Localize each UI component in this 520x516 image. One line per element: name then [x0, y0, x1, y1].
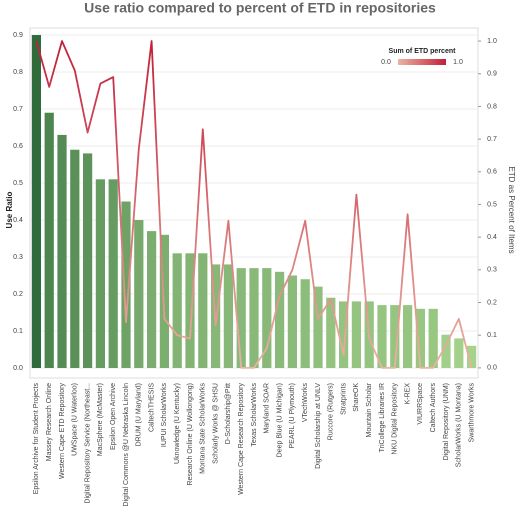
plot-frame — [29, 27, 479, 379]
x-tick-label: Digital Repository (UNM) — [443, 383, 450, 460]
bar — [274, 271, 285, 369]
y-axis-title: Use Ratio — [5, 191, 14, 228]
bar — [415, 308, 426, 369]
x-tick-label: Texas ScholarWorks — [251, 383, 258, 447]
x-tick-label: Ruccore (Rutgers) — [328, 383, 335, 440]
x-tick-label: Western Cape Research Repository — [238, 383, 245, 495]
chart-title: Use ratio compared to percent of ETD in … — [84, 0, 436, 16]
x-tick-label: ShareOK — [353, 383, 360, 412]
bar — [223, 264, 234, 369]
y2-tick-label: 0.2 — [487, 299, 497, 306]
y2-tick-label: 0.9 — [487, 71, 497, 78]
y-tick-label: 0.8 — [13, 69, 23, 76]
bar — [95, 179, 106, 369]
bar — [172, 253, 182, 369]
y2-tick-label: 0.5 — [487, 201, 497, 208]
y2-axis-title: ETD as Percent of Items — [507, 166, 516, 253]
y-tick-label: 0.9 — [13, 32, 23, 39]
bar — [70, 149, 80, 369]
bar — [249, 268, 259, 369]
x-tick-label: VTechWorks — [302, 383, 309, 423]
bar — [313, 286, 323, 369]
y-tick-label: 0.0 — [13, 365, 23, 372]
bar — [185, 253, 195, 369]
bar — [287, 275, 298, 369]
x-tick-label: K-REX — [404, 383, 411, 405]
x-tick-label: TriCollege Libraries IR — [379, 383, 386, 452]
x-tick-label: IUPUI ScholarWorks — [161, 383, 168, 448]
bar — [428, 308, 438, 369]
bar — [44, 112, 54, 369]
y2-tick-label: 0.8 — [487, 103, 497, 110]
bar — [82, 153, 93, 369]
legend-gradient — [398, 59, 446, 65]
y-tick-label: 0.7 — [13, 106, 23, 113]
x-tick-label: VIURRSpace — [417, 383, 424, 425]
x-tick-label: UWSpace (U Waterloo) — [72, 383, 79, 456]
bar — [338, 301, 349, 369]
x-tick-label: Scholarly Works @ SHSU — [212, 383, 219, 464]
bar — [402, 305, 413, 369]
bar — [146, 231, 157, 369]
x-tick-label: PEARL (U Plymouth) — [289, 383, 296, 448]
bar — [441, 334, 451, 369]
x-tick-label: Montana State ScholarWorks — [200, 383, 207, 474]
x-tick-label: Swarthmore Works — [468, 383, 475, 443]
x-tick-label: Digital Scholarship at UNLV — [315, 383, 322, 469]
bar — [236, 268, 246, 369]
y2-tick-label: 0.1 — [487, 332, 497, 339]
bar — [134, 220, 144, 369]
x-tick-label: CaltechTHESIS — [148, 383, 155, 432]
bar — [262, 268, 272, 369]
y2-tick-label: 1.0 — [487, 38, 497, 45]
y-tick-label: 0.3 — [13, 254, 23, 261]
bar — [300, 279, 310, 369]
legend-tick-label: 0.0 — [381, 59, 391, 66]
y2-tick-label: 0.3 — [487, 267, 497, 274]
y2-tick-label: 0.7 — [487, 136, 497, 143]
bar — [108, 179, 118, 369]
x-tick-label: Uknowledge (U Kentucky) — [174, 383, 181, 464]
y2-tick-label: 0.6 — [487, 169, 497, 176]
bar — [351, 301, 362, 369]
bar — [454, 338, 464, 369]
x-tick-label: NKU Digital Repository — [392, 383, 399, 455]
x-tick-label: DRUM (U Maryland) — [136, 383, 143, 446]
x-tick-label: Caltech Authors — [430, 383, 437, 433]
x-tick-label: Digital Repository Service (Northeast... — [84, 383, 91, 504]
y2-tick-label: 0.4 — [487, 234, 497, 241]
y-tick-label: 0.1 — [13, 328, 23, 335]
legend-tick-label: 1.0 — [453, 59, 463, 66]
x-tick-label: Massey Research Online — [46, 383, 53, 461]
line — [35, 40, 473, 369]
x-tick-label: Research Online (U Wollongong) — [187, 383, 194, 486]
x-tick-label: ScholarWorks (U Montana) — [456, 383, 463, 467]
x-tick-label: MacSphere (McMaster) — [97, 383, 104, 456]
x-tick-label: Epsilon Archive for Student Projects — [33, 383, 40, 495]
bar — [198, 253, 208, 369]
bar — [377, 305, 387, 369]
y-tick-label: 0.5 — [13, 180, 23, 187]
x-tick-label: Western Cape ETD Repository — [59, 383, 66, 479]
x-tick-label: Stratprints — [340, 383, 347, 415]
x-tick-label: Epsilon Open Archive — [110, 383, 117, 450]
y-tick-label: 0.4 — [13, 217, 23, 224]
y-tick-label: 0.6 — [13, 143, 23, 150]
bar — [31, 35, 42, 369]
x-tick-label: Mountain Scholar — [366, 382, 373, 437]
bar — [121, 201, 131, 369]
y-tick-label: 0.2 — [13, 291, 23, 298]
bar — [57, 134, 67, 369]
x-tick-label: D-Scholarship@Pitt — [225, 383, 232, 444]
bar — [326, 297, 336, 369]
x-tick-label: Deep Blue (U Michigan) — [276, 383, 283, 457]
x-tick-label: Maryland SOAR — [264, 383, 271, 434]
bar — [390, 305, 400, 369]
x-tick-label: Digital Commons @U Nebraska Lincoln — [123, 383, 130, 507]
bar — [466, 345, 477, 369]
y2-tick-label: 0.0 — [487, 365, 497, 372]
legend-title: Sum of ETD percent — [389, 48, 457, 55]
